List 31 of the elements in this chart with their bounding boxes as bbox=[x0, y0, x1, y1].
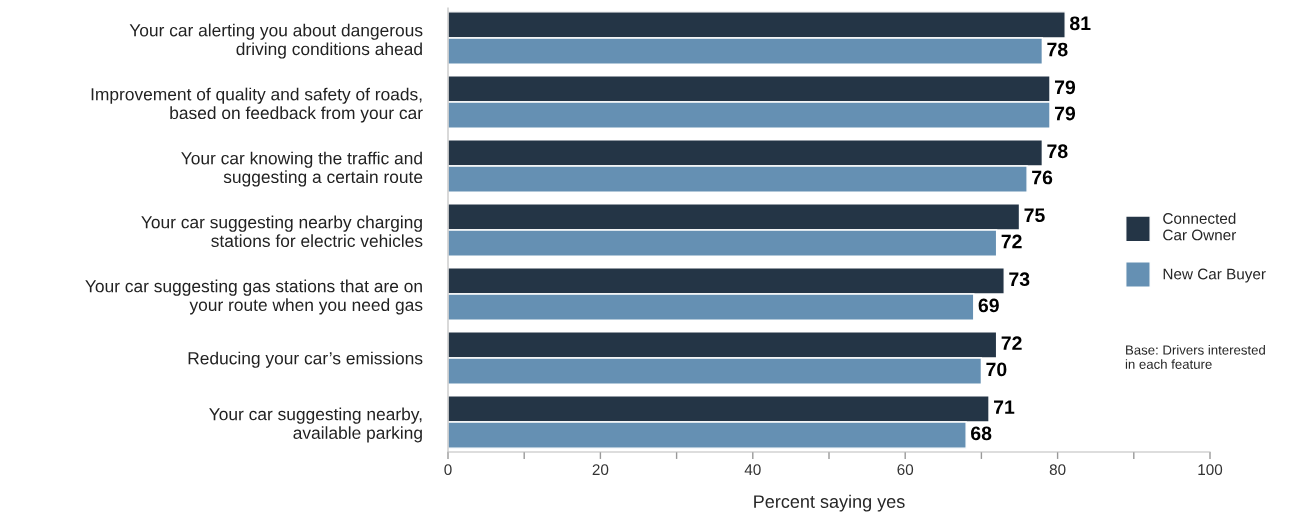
legend-label: New Car Buyer bbox=[1163, 268, 1266, 283]
y-tick-label: Your car suggesting gas stations that are on your route when you need gas bbox=[85, 279, 423, 315]
x-tick-label: 100 bbox=[1198, 464, 1223, 476]
data-label: 70 bbox=[986, 362, 1007, 377]
x-tick-label: 0 bbox=[444, 464, 452, 476]
x-tick-label: 60 bbox=[897, 464, 914, 476]
data-label: 75 bbox=[1024, 208, 1045, 223]
data-label: 72 bbox=[1001, 234, 1022, 249]
data-label: 81 bbox=[1070, 16, 1091, 31]
y-tick-label: Reducing your car’s emissions bbox=[188, 351, 423, 368]
y-tick-label: Your car suggesting nearby charging stations for electric vehicles bbox=[141, 215, 423, 248]
data-label: 68 bbox=[971, 426, 992, 441]
x-axis-title: Percent saying yes bbox=[754, 494, 905, 512]
data-label: 78 bbox=[1047, 144, 1068, 159]
data-label: 79 bbox=[1054, 106, 1076, 121]
annotation: Base: Drivers interested in each feature bbox=[1125, 345, 1265, 369]
data-label: 71 bbox=[994, 400, 1015, 414]
y-tick-label: Your car alerting you about dangerous driving conditions ahead bbox=[129, 23, 423, 59]
data-label: 76 bbox=[1032, 170, 1053, 185]
y-tick-label: Your car suggesting nearby, available parking bbox=[209, 407, 422, 443]
data-label: 69 bbox=[978, 298, 999, 313]
y-tick-label: Your car knowing the traffic and suggesting a certain route bbox=[181, 151, 423, 187]
data-label: 72 bbox=[1001, 336, 1022, 350]
data-label: 78 bbox=[1047, 42, 1068, 57]
x-tick-label: 20 bbox=[592, 464, 609, 476]
data-label: 73 bbox=[1009, 272, 1030, 287]
x-tick-label: 40 bbox=[744, 464, 761, 476]
x-tick-label: 80 bbox=[1049, 464, 1066, 476]
data-label: 79 bbox=[1054, 80, 1076, 95]
y-tick-label: Improvement of quality and safety of roads, based on feedback from your car bbox=[91, 87, 423, 123]
legend-label: Connected Car Owner bbox=[1163, 212, 1237, 241]
